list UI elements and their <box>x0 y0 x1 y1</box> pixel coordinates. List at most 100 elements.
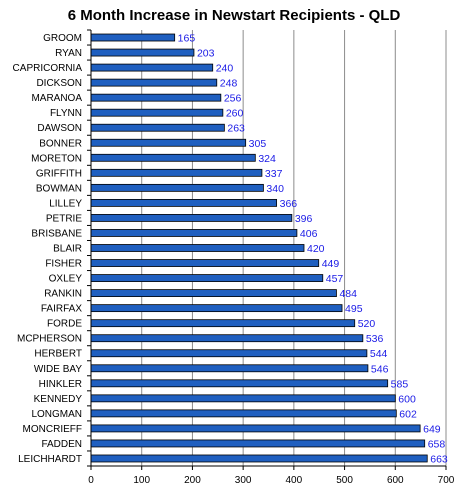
category-label: FLYNN <box>50 108 82 119</box>
bar <box>90 274 324 282</box>
category-label: FAIRFAX <box>41 304 82 315</box>
bar <box>90 304 343 313</box>
bar <box>90 259 320 267</box>
bar <box>90 424 421 433</box>
category-label: FORDE <box>47 319 82 330</box>
data-label: 340 <box>266 183 284 195</box>
bar <box>90 153 256 162</box>
category-label: OXLEY <box>49 274 83 285</box>
category-label: BLAIR <box>53 244 82 255</box>
data-label: 520 <box>358 318 376 330</box>
category-label: KENNEDY <box>34 394 83 405</box>
bar <box>90 409 397 418</box>
bar <box>90 379 389 388</box>
category-label: BRISBANE <box>31 228 82 239</box>
category-label: WIDE BAY <box>34 364 82 375</box>
data-label: 658 <box>428 438 446 450</box>
bar <box>90 78 218 87</box>
category-label: MCPHERSON <box>17 334 82 345</box>
x-tick-label: 200 <box>184 475 201 486</box>
bar <box>90 138 247 147</box>
data-label: 406 <box>300 228 318 240</box>
data-label: 240 <box>216 63 234 75</box>
bar <box>90 93 222 102</box>
category-label: HINKLER <box>39 379 82 390</box>
data-label: 337 <box>265 168 283 180</box>
category-label: RANKIN <box>44 289 82 300</box>
data-label: 449 <box>322 258 340 270</box>
bar <box>90 244 305 252</box>
labels: 0 100 200 300 400 500 600 700 GROOM 165 RYAN 203 CAP… <box>13 33 455 486</box>
data-label: 256 <box>224 93 242 105</box>
data-label: 203 <box>197 48 215 60</box>
category-label: FADDEN <box>41 439 82 450</box>
bar <box>90 349 368 358</box>
bars <box>90 33 428 463</box>
x-tick-label: 0 <box>88 475 94 486</box>
data-label: 600 <box>398 393 416 405</box>
bar <box>90 454 428 463</box>
data-label: 420 <box>307 243 325 255</box>
category-label: PETRIE <box>46 213 82 224</box>
data-label: 457 <box>326 273 344 285</box>
data-label: 484 <box>339 288 357 300</box>
data-label: 324 <box>258 153 276 165</box>
data-label: 536 <box>366 333 384 345</box>
category-label: GRIFFITH <box>36 168 82 179</box>
category-label: RYAN <box>55 48 82 59</box>
bar <box>90 183 264 192</box>
category-label: BOWMAN <box>36 183 82 194</box>
bar <box>90 229 298 237</box>
category-label: LONGMAN <box>31 409 82 420</box>
axes <box>87 29 447 470</box>
data-label: 663 <box>430 453 448 465</box>
bar <box>90 198 278 207</box>
category-label: MONCRIEFF <box>23 424 82 435</box>
data-label: 649 <box>423 423 441 435</box>
bar <box>90 48 195 57</box>
x-tick-label: 100 <box>133 475 150 486</box>
chart-title: 6 Month Increase in Newstart Recipients … <box>68 7 401 24</box>
category-label: GROOM <box>43 33 82 44</box>
data-label: 396 <box>295 213 313 225</box>
category-label: LEICHHARDT <box>18 454 82 465</box>
bar <box>90 214 293 222</box>
bar <box>90 439 426 448</box>
category-label: LILLEY <box>49 198 82 209</box>
data-label: 366 <box>280 198 298 210</box>
data-label: 260 <box>226 108 244 120</box>
bar <box>90 63 214 72</box>
category-label: MORETON <box>31 153 82 164</box>
bar <box>90 168 263 177</box>
data-label: 585 <box>391 378 409 390</box>
data-label: 263 <box>227 123 245 135</box>
category-label: MARANOA <box>31 93 82 104</box>
category-label: BONNER <box>39 138 82 149</box>
data-label: 495 <box>345 303 363 315</box>
x-tick-label: 600 <box>387 475 404 486</box>
data-label: 248 <box>220 78 238 90</box>
category-label: FISHER <box>45 259 82 270</box>
bar <box>90 289 337 298</box>
data-label: 602 <box>399 408 417 420</box>
data-label: 544 <box>370 348 388 360</box>
x-tick-label: 700 <box>438 475 455 486</box>
category-label: HERBERT <box>34 349 82 360</box>
data-label: 546 <box>371 363 389 375</box>
bar <box>90 108 224 117</box>
bar <box>90 319 356 328</box>
category-label: CAPRICORNIA <box>13 63 83 74</box>
x-tick-label: 400 <box>286 475 303 486</box>
data-label: 165 <box>178 33 196 45</box>
bar <box>90 123 225 132</box>
bar <box>90 33 176 42</box>
bar <box>90 334 364 343</box>
bar <box>90 364 369 373</box>
category-label: DICKSON <box>36 78 82 89</box>
bar <box>90 394 396 403</box>
data-label: 305 <box>249 138 267 150</box>
x-tick-label: 500 <box>336 475 353 486</box>
x-tick-label: 300 <box>235 475 252 486</box>
category-label: DAWSON <box>37 123 82 134</box>
